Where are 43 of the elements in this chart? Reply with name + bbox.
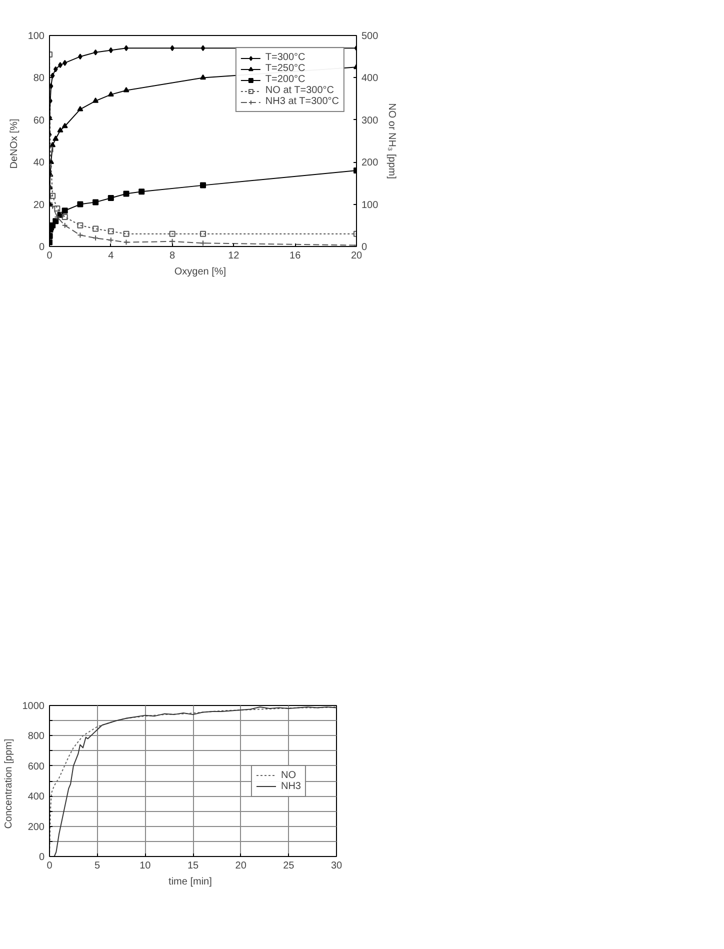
x-tick-label: 20 [235,860,247,872]
y-tick-label: 80 [33,73,45,84]
y-axis-title: DeNOx [%] [8,118,20,169]
x-tick-label: 25 [283,860,295,872]
legend-label: T=300°C [265,52,306,63]
x-tick-label: 15 [187,860,199,872]
x-tick-label: 20 [350,250,362,262]
y-axis-title: Concentration [ppm] [3,738,14,829]
y-tick-label: 200 [28,822,45,833]
legend-label: T=250°C [265,63,306,74]
legend-label: NH3 [280,780,301,792]
x-tick-label: 5 [94,860,101,872]
x-axis-title: time [min] [168,876,212,888]
legend-label: T=200°C [265,74,306,85]
y2-axis-title: NO or NH₃ [ppm] [386,103,398,180]
legend-label: NO [280,770,297,780]
y-tick-label: 40 [33,158,45,169]
x-tick-label: 16 [290,250,302,262]
y-tick-label: 0 [38,852,45,863]
legend-label: NH3 at T=300°C [265,96,339,107]
y-tick-label: 1000 [22,701,45,712]
y2-tick-label: 0 [362,242,368,253]
y2-tick-label: 500 [362,31,379,42]
y-tick-label: 600 [28,761,45,772]
x-tick-label: 0 [46,860,53,872]
x-tick-label: 10 [140,860,152,872]
y2-tick-label: 300 [362,115,379,126]
y-tick-label: 60 [33,115,45,126]
y-tick-label: 400 [28,792,45,803]
x-tick-label: 8 [170,250,176,262]
legend-label: NO at T=300°C [265,85,334,96]
y2-tick-label: 100 [362,200,379,211]
y-tick-label: 0 [38,242,45,253]
x-tick-label: 4 [108,250,114,262]
y2-tick-label: 400 [362,73,379,84]
y-tick-label: 100 [28,31,45,42]
x-tick-label: 30 [330,860,342,872]
y-tick-label: 800 [28,731,45,742]
x-tick-label: 12 [228,250,240,262]
x-tick-label: 0 [46,250,53,262]
y-tick-label: 20 [33,200,45,211]
x-axis-title: Oxygen [%] [174,266,226,278]
y2-tick-label: 200 [362,158,379,169]
